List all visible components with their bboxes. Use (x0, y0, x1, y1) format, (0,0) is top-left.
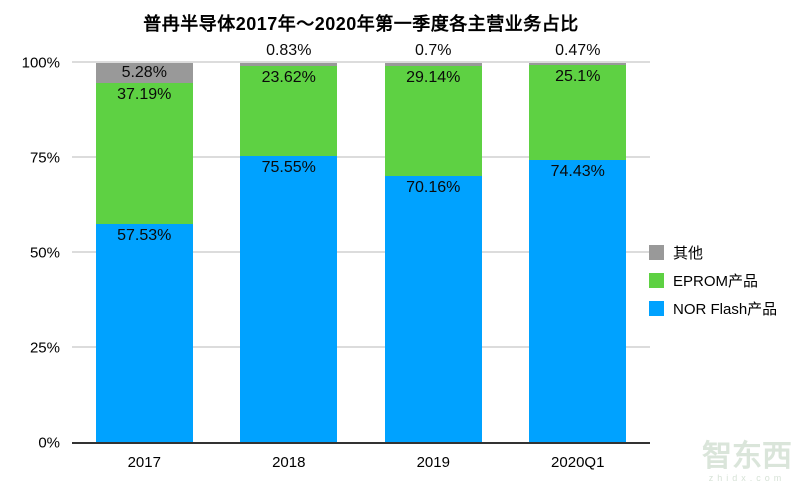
legend-item: 其他 (649, 242, 777, 263)
segment-label: 74.43% (550, 163, 605, 181)
segment-label: 5.28% (121, 64, 167, 82)
gridline (72, 156, 650, 158)
legend-label: 其他 (673, 245, 704, 262)
bar-segment-NOR Flash产品 (384, 176, 482, 443)
segment-label: 29.14% (406, 68, 461, 86)
legend-swatch (649, 301, 664, 316)
bar-2018: 75.55% 23.62% 0.83% 2018 (240, 42, 338, 471)
segment-label: 70.16% (406, 179, 461, 197)
y-axis-tick-label: 75% (29, 149, 60, 167)
bar-2020Q1: 74.43% 25.1% 0.47% 2020Q1 (529, 42, 627, 471)
legend-item: NOR Flash产品 (649, 298, 777, 319)
x-axis-line (72, 442, 650, 444)
bar-segment-NOR Flash产品 (95, 224, 193, 443)
y-axis-tick-label: 100% (21, 54, 60, 72)
gridline (72, 346, 650, 348)
bar-slot: 70.16% 29.14% 0.7% 2019 (361, 42, 506, 471)
x-axis-label-2020Q1: 2020Q1 (551, 454, 605, 471)
bar-segment-其他 (95, 63, 193, 84)
gridline (72, 61, 650, 63)
bar-slot: 57.53% 37.19% 5.28% 2017 (72, 63, 217, 471)
bar-segment-其他 (529, 63, 627, 65)
watermark: 智东西 zhidx.com (702, 440, 792, 483)
bar-segment-EPROM产品 (529, 64, 627, 161)
bar-segment-其他 (240, 63, 338, 67)
segment-label: 0.47% (555, 42, 601, 60)
legend: 其他 EPROM产品 NOR Flash产品 (649, 242, 777, 319)
segment-label: 0.7% (415, 42, 452, 60)
bar-segment-EPROM产品 (95, 83, 193, 225)
y-axis-tick-label: 0% (38, 434, 60, 452)
segment-label: 25.1% (555, 67, 601, 85)
bar-segment-NOR Flash产品 (240, 155, 338, 443)
bars-container: 57.53% 37.19% 5.28% 2017 75.55% 23.62% 0.83% 20… (72, 42, 651, 471)
bar-2017: 57.53% 37.19% 5.28% 2017 (95, 63, 193, 471)
legend-swatch (649, 245, 664, 260)
segment-label: 0.83% (266, 42, 312, 60)
bar-segment-其他 (384, 63, 482, 66)
chart-title: 普冉半导体2017年～2020年第一季度各主营业务占比 (143, 14, 579, 34)
legend-item: EPROM产品 (649, 270, 777, 291)
y-axis-tick-label: 50% (29, 244, 60, 262)
legend-label: NOR Flash产品 (673, 301, 778, 318)
bar-slot: 74.43% 25.1% 0.47% 2020Q1 (506, 42, 651, 471)
watermark-domain: zhidx.com (708, 473, 786, 483)
bar-segment-EPROM产品 (384, 65, 482, 177)
bar-2019: 70.16% 29.14% 0.7% 2019 (384, 42, 482, 471)
x-axis-label-2019: 2019 (416, 454, 450, 471)
bar-segment-NOR Flash产品 (529, 160, 627, 443)
legend-swatch (649, 273, 664, 288)
watermark-logo: 智东西 (702, 440, 792, 473)
bar-segment-EPROM产品 (240, 66, 338, 156)
segment-label: 75.55% (261, 158, 316, 176)
segment-label: 57.53% (117, 227, 172, 245)
segment-label: 23.62% (261, 69, 316, 87)
x-axis-label-2017: 2017 (127, 454, 161, 471)
bar-slot: 75.55% 23.62% 0.83% 2018 (217, 42, 362, 471)
plot-area: 57.53% 37.19% 5.28% 2017 75.55% 23.62% 0.83% 20… (22, 42, 651, 471)
segment-label: 37.19% (117, 86, 172, 104)
y-axis-tick-label: 25% (29, 339, 60, 357)
x-axis-label-2018: 2018 (272, 454, 306, 471)
legend-label: EPROM产品 (673, 273, 759, 290)
gridline (72, 251, 650, 253)
